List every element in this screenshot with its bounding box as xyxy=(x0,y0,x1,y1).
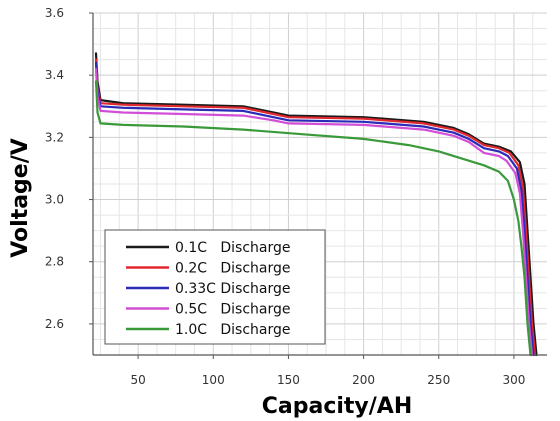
legend-label: 0.5C Discharge xyxy=(175,302,291,318)
legend: 0.1C Discharge 0.2C Discharge 0.33C Discha… xyxy=(104,229,326,345)
x-tick-label: 300 xyxy=(502,373,525,387)
series-line-1 xyxy=(94,58,537,357)
y-tick-label: 3.6 xyxy=(45,6,64,20)
x-tick-label: 200 xyxy=(352,373,375,387)
x-tick-label: 250 xyxy=(427,373,450,387)
legend-label: 0.2C Discharge xyxy=(175,261,291,277)
x-axis-title: Capacity/AH xyxy=(262,394,413,419)
y-axis-title: Voltage/V xyxy=(8,138,33,258)
y-tick-label: 3.4 xyxy=(45,68,64,82)
y-tick-label: 2.8 xyxy=(45,255,64,269)
legend-label: 0.1C Discharge xyxy=(175,240,291,256)
x-tick-label: 50 xyxy=(130,373,145,387)
y-tick-label: 3.0 xyxy=(45,193,64,207)
legend-label: 1.0C Discharge xyxy=(175,322,291,338)
y-tick-label: 3.2 xyxy=(45,130,64,144)
series-line-2 xyxy=(94,61,535,357)
x-tick-label: 150 xyxy=(277,373,300,387)
series-lines xyxy=(94,52,538,357)
series-line-3 xyxy=(94,67,534,357)
series-line-0 xyxy=(94,52,538,357)
x-tick-label: 100 xyxy=(202,373,225,387)
series-line-4 xyxy=(94,80,532,357)
tick-labels: 50 100 150 200 250 300 2.6 2.8 3.0 3.2 3.4 3.6 xyxy=(45,6,525,387)
legend-label: 0.33C Discharge xyxy=(175,281,291,297)
y-tick-label: 2.6 xyxy=(45,317,64,331)
